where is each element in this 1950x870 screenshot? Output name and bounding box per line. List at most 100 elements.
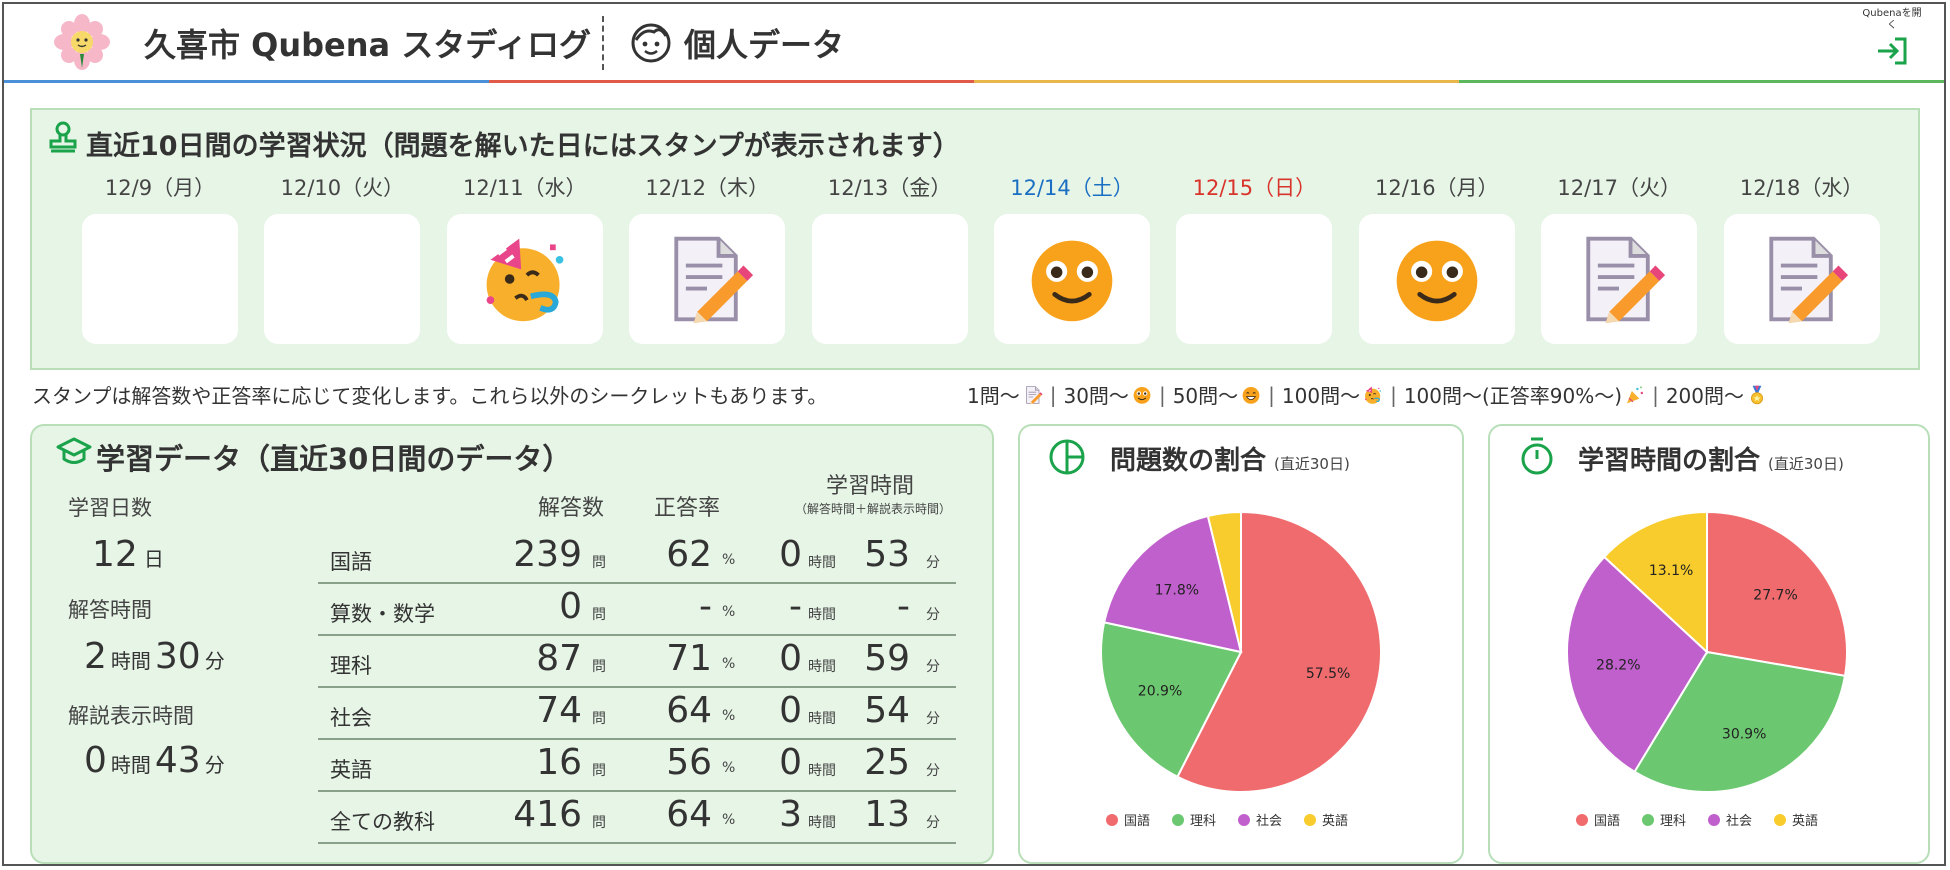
party-popper-icon bbox=[1627, 386, 1644, 403]
subject-name: 社会 bbox=[330, 706, 372, 730]
memo-pencil-icon bbox=[1586, 236, 1666, 324]
unit-hour: 時間 bbox=[808, 607, 836, 623]
legend-dot bbox=[1642, 813, 1655, 826]
legend-dot bbox=[1576, 813, 1588, 826]
subject-name: 算数・数学 bbox=[330, 602, 435, 626]
col-rate-header: 正答率 bbox=[654, 496, 721, 521]
pie-slice bbox=[1602, 510, 1708, 655]
day-label: 12/9（月） bbox=[104, 176, 216, 200]
day-stamp-box bbox=[1176, 214, 1333, 344]
time-minutes: 25 bbox=[864, 742, 910, 783]
unit-percent: % bbox=[722, 604, 736, 620]
pie-slice bbox=[1206, 510, 1242, 653]
stamp-legend: 1問～ | 30問～ | 50問～ | 100問～ | 100問～(正答率90%～) | 20… bbox=[967, 380, 1767, 409]
unit-hour: 時間 bbox=[808, 711, 836, 727]
header: 久喜市 Qubena スタディログ 個人データ Qubenaを開く bbox=[4, 4, 1944, 83]
login-arrow-icon bbox=[1878, 37, 1907, 65]
day-label: 12/13（金） bbox=[827, 176, 952, 200]
unit-minute: 分 bbox=[926, 607, 940, 623]
pie-legend-label: 社会 bbox=[1726, 814, 1753, 829]
day-stamp-box bbox=[1541, 214, 1698, 344]
time-hours: 0 bbox=[779, 742, 802, 783]
day-label: 12/16（月） bbox=[1375, 176, 1499, 200]
pie-legend-item: 理科 bbox=[1642, 810, 1686, 829]
legend-separator: | bbox=[1049, 382, 1057, 407]
graduation-cap-icon bbox=[56, 437, 92, 464]
day-label: 12/17（火） bbox=[1557, 176, 1681, 200]
smile-face-icon bbox=[1031, 240, 1113, 322]
pie-slice-label: 28.2% bbox=[1596, 657, 1640, 673]
pie-legend-label: 国語 bbox=[1124, 814, 1151, 829]
answer-time-label: 解答時間 bbox=[68, 598, 152, 622]
pie-slice-label: 27.7% bbox=[1753, 587, 1797, 603]
study-days-label: 学習日数 bbox=[68, 496, 152, 520]
answer-count: 239 bbox=[513, 534, 582, 575]
legend-item-label: 50問～ bbox=[1172, 384, 1239, 408]
legend-item-label: 1問～ bbox=[967, 384, 1020, 408]
memo-pencil-icon bbox=[674, 236, 754, 324]
pie-slice bbox=[1102, 514, 1243, 654]
pie-slice-label: 13.1% bbox=[1649, 563, 1693, 579]
grin-face-icon bbox=[1242, 386, 1260, 404]
day-stamp-box bbox=[446, 214, 603, 344]
legend-dot bbox=[1106, 813, 1118, 826]
legend-separator: | bbox=[1652, 382, 1659, 407]
time-hours: 0 bbox=[779, 690, 802, 731]
legend-separator: | bbox=[1268, 382, 1275, 407]
explain-time-label: 解説表示時間 bbox=[68, 704, 194, 728]
correct-rate: 64 bbox=[666, 690, 712, 731]
legend-item: 200問～ bbox=[1666, 380, 1767, 409]
pie-legend-label: 社会 bbox=[1256, 814, 1283, 829]
stamp-section-title: 直近10日間の学習状況（問題を解いた日にはスタンプが表示されます） bbox=[86, 131, 960, 162]
answer-time-value: 2 時間 30 分 bbox=[84, 636, 225, 677]
day-label: 12/10（火） bbox=[280, 176, 405, 200]
time-ratio-title: 学習時間の割合 (直近30日) bbox=[1578, 446, 1844, 476]
open-qubena-button[interactable]: Qubenaを開く bbox=[1860, 8, 1924, 78]
legend-dot bbox=[1172, 813, 1185, 826]
answer-count: 16 bbox=[536, 742, 582, 783]
open-qubena-label: Qubenaを開く bbox=[1862, 8, 1922, 31]
pie-legend-item: 社会 bbox=[1708, 810, 1752, 829]
flower-mascot-icon bbox=[54, 14, 110, 70]
pie-legend-label: 英語 bbox=[1322, 814, 1349, 829]
legend-separator: | bbox=[1390, 382, 1397, 407]
unit-percent: % bbox=[722, 760, 736, 776]
subject-name: 理科 bbox=[330, 654, 372, 678]
day-stamp-box bbox=[629, 214, 786, 344]
correct-rate: 71 bbox=[666, 638, 712, 679]
col-time-note: （解答時間＋解説表示時間） bbox=[794, 502, 951, 516]
pie-slice bbox=[1566, 555, 1709, 774]
unit-question: 問 bbox=[592, 763, 606, 779]
person-face-icon bbox=[631, 23, 671, 63]
question-ratio-title: 問題数の割合 (直近30日) bbox=[1110, 446, 1350, 476]
pie-legend-label: 国語 bbox=[1594, 814, 1621, 829]
legend-item-label: 100問～ bbox=[1281, 384, 1361, 408]
legend-dot bbox=[1304, 813, 1317, 826]
unit-percent: % bbox=[722, 812, 736, 828]
pie-legend-label: 理科 bbox=[1660, 814, 1687, 829]
memo-pencil-icon bbox=[1768, 236, 1848, 324]
party-face-icon bbox=[1365, 386, 1382, 404]
pie-slice-label: 17.8% bbox=[1155, 582, 1199, 598]
col-time-header: 学習時間 bbox=[826, 474, 915, 499]
day-label: 12/11（水） bbox=[463, 176, 587, 200]
day-label: 12/12（木） bbox=[645, 176, 769, 200]
unit-hour: 時間 bbox=[808, 815, 836, 831]
time-minutes: 54 bbox=[864, 690, 910, 731]
legend-item-label: 30問～ bbox=[1063, 384, 1129, 408]
pie-legend-item: 英語 bbox=[1304, 810, 1348, 829]
unit-percent: % bbox=[722, 656, 736, 672]
study-days-value: 12 日 bbox=[92, 534, 164, 575]
table-row: 社会 74 問 64% 0 時間 54 分 bbox=[318, 686, 956, 740]
pie-legend-item: 国語 bbox=[1106, 810, 1150, 829]
unit-hour: 時間 bbox=[808, 763, 836, 779]
table-row: 英語 16 問 56% 0 時間 25 分 bbox=[318, 738, 956, 792]
day-stamp-box bbox=[1358, 214, 1515, 344]
unit-question: 問 bbox=[592, 659, 606, 675]
smile-face-icon bbox=[1396, 240, 1478, 322]
pie-slice bbox=[1706, 510, 1848, 678]
legend-item: 100問～ bbox=[1282, 380, 1383, 409]
table-row: 全ての教科 416 問 64% 3 時間 13 分 bbox=[318, 790, 956, 844]
unit-hour: 時間 bbox=[808, 555, 836, 571]
unit-minute: 分 bbox=[926, 763, 940, 779]
